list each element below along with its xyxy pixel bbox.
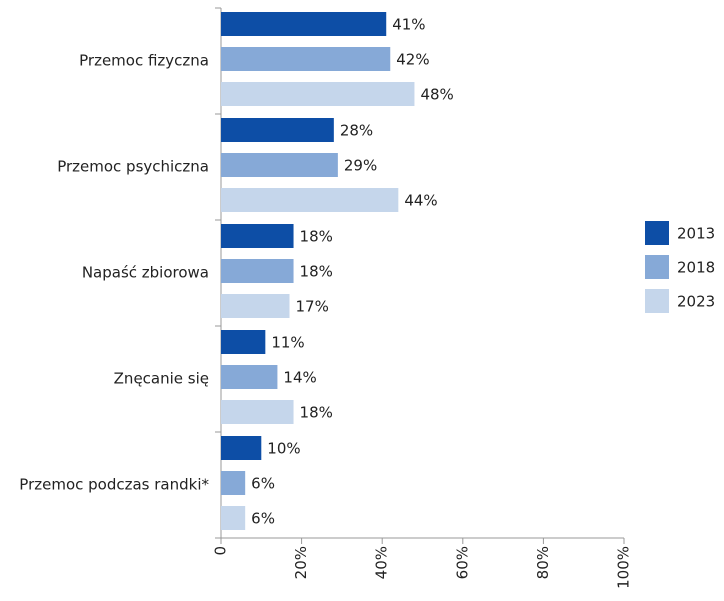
bar [221,259,294,283]
legend-swatch [645,289,669,313]
bar [221,188,399,212]
x-tick-label: 40% [373,546,391,579]
value-label: 6% [251,475,275,493]
bar [221,330,266,354]
category-label: Znęcanie się [114,370,209,388]
x-tick-label: 80% [534,546,552,579]
bar [221,153,338,177]
value-label: 44% [404,192,437,210]
value-label: 29% [344,157,377,175]
value-label: 11% [271,334,304,352]
value-label: 18% [300,263,333,281]
value-label: 18% [300,404,333,422]
legend-label: 2023 [677,293,715,311]
bar [221,294,290,318]
bar [221,471,246,495]
category-label: Przemoc psychiczna [57,158,209,176]
category-label: Przemoc podczas randki* [19,476,209,494]
x-tick-label: 60% [453,546,471,579]
category-label: Przemoc fizyczna [79,52,209,70]
bar [221,365,278,389]
bar [221,506,246,530]
value-label: 41% [392,16,425,34]
x-tick-label: 20% [292,546,310,579]
category-label: Napaść zbiorowa [82,264,209,282]
x-tick-label: 0 [212,546,230,556]
bar [221,82,415,106]
bar [221,224,294,248]
bar [221,436,262,460]
value-label: 28% [340,122,373,140]
bar [221,12,387,36]
value-label: 10% [267,440,300,458]
legend-label: 2018 [677,259,715,277]
value-label: 14% [283,369,316,387]
value-label: 17% [296,298,329,316]
legend-label: 2013 [677,225,715,243]
value-label: 48% [420,86,453,104]
legend-swatch [645,255,669,279]
legend-swatch [645,221,669,245]
bar [221,400,294,424]
value-label: 42% [396,51,429,69]
value-label: 6% [251,510,275,528]
bar [221,47,391,71]
bar [221,118,334,142]
x-tick-label: 100% [615,546,633,589]
value-label: 18% [300,228,333,246]
